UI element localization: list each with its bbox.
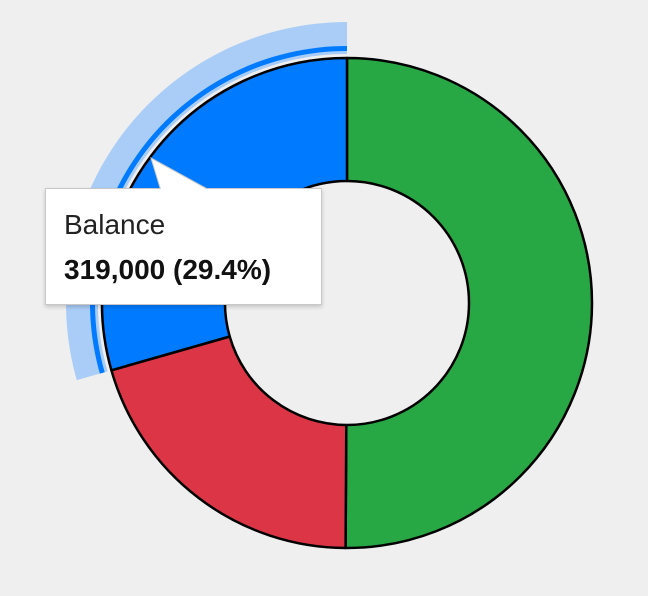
tooltip-value: 319,000 (29.4%) bbox=[64, 254, 272, 285]
highlight-halo-layer bbox=[66, 22, 347, 381]
chart-tooltip: Balance 319,000 (29.4%) bbox=[45, 156, 322, 305]
donut-slice-segment-1[interactable] bbox=[344, 56, 594, 550]
tooltip-series-label: Balance bbox=[64, 209, 166, 240]
donut-slice-segment-2[interactable] bbox=[110, 335, 348, 550]
tooltip-pointer bbox=[150, 156, 213, 195]
